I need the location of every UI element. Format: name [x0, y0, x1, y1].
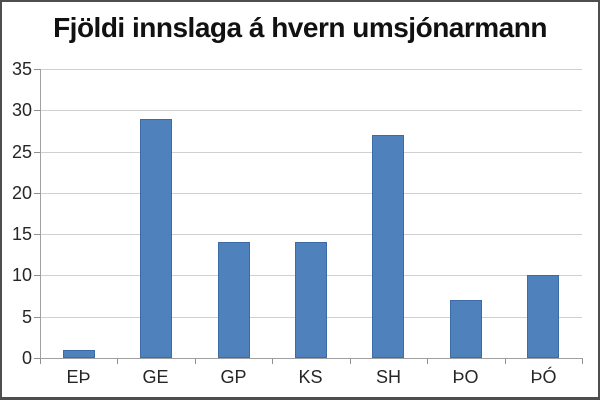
gridline — [40, 69, 582, 70]
x-axis-category-label: SH — [375, 367, 401, 387]
y-axis-tick-label: 15 — [11, 224, 32, 244]
chart-title: Fjöldi innslaga á hvern umsjónarmann — [53, 12, 547, 43]
x-axis-tick — [427, 359, 428, 364]
gridline — [40, 193, 582, 194]
x-axis-category-label: ÞO — [452, 367, 479, 387]
bar-ÞO — [450, 300, 482, 358]
y-axis-tick — [34, 275, 40, 276]
y-axis-tick — [34, 193, 40, 194]
x-axis-category-label: ÞÓ — [530, 367, 557, 387]
y-axis-tick — [34, 152, 40, 153]
x-axis-tick — [582, 359, 583, 364]
gridline — [40, 152, 582, 153]
bar-ÞÓ — [527, 275, 559, 358]
y-axis-tick-label: 10 — [11, 265, 32, 285]
x-axis-line — [40, 358, 583, 359]
y-axis-tick-label: 0 — [21, 348, 32, 368]
x-axis-category-label: EÞ — [66, 367, 91, 387]
x-axis-tick — [272, 359, 273, 364]
y-axis-tick — [34, 234, 40, 235]
x-axis-tick — [40, 359, 41, 364]
x-axis-category-label: KS — [298, 367, 323, 387]
y-axis-tick — [34, 110, 40, 111]
y-axis-tick — [34, 317, 40, 318]
x-axis-category-label: GE — [142, 367, 169, 387]
y-axis-tick-label: 30 — [11, 100, 32, 120]
bar-KS — [295, 242, 327, 358]
y-axis-tick-label: 35 — [11, 59, 32, 79]
x-axis-tick — [350, 359, 351, 364]
gridline — [40, 110, 582, 111]
gridline — [40, 234, 582, 235]
y-axis-tick-label: 25 — [11, 142, 32, 162]
x-axis-tick — [117, 359, 118, 364]
x-axis-tick — [195, 359, 196, 364]
x-axis-tick — [505, 359, 506, 364]
y-axis-tick-label: 20 — [11, 183, 32, 203]
bar-GP — [218, 242, 250, 358]
y-axis-tick — [34, 69, 40, 70]
bar-EÞ — [63, 350, 95, 358]
y-axis-tick — [34, 358, 40, 359]
y-axis-tick-label: 5 — [21, 307, 32, 327]
bar-GE — [140, 119, 172, 358]
x-axis-category-label: GP — [220, 367, 247, 387]
bar-SH — [372, 135, 404, 358]
y-axis-line — [40, 69, 41, 359]
